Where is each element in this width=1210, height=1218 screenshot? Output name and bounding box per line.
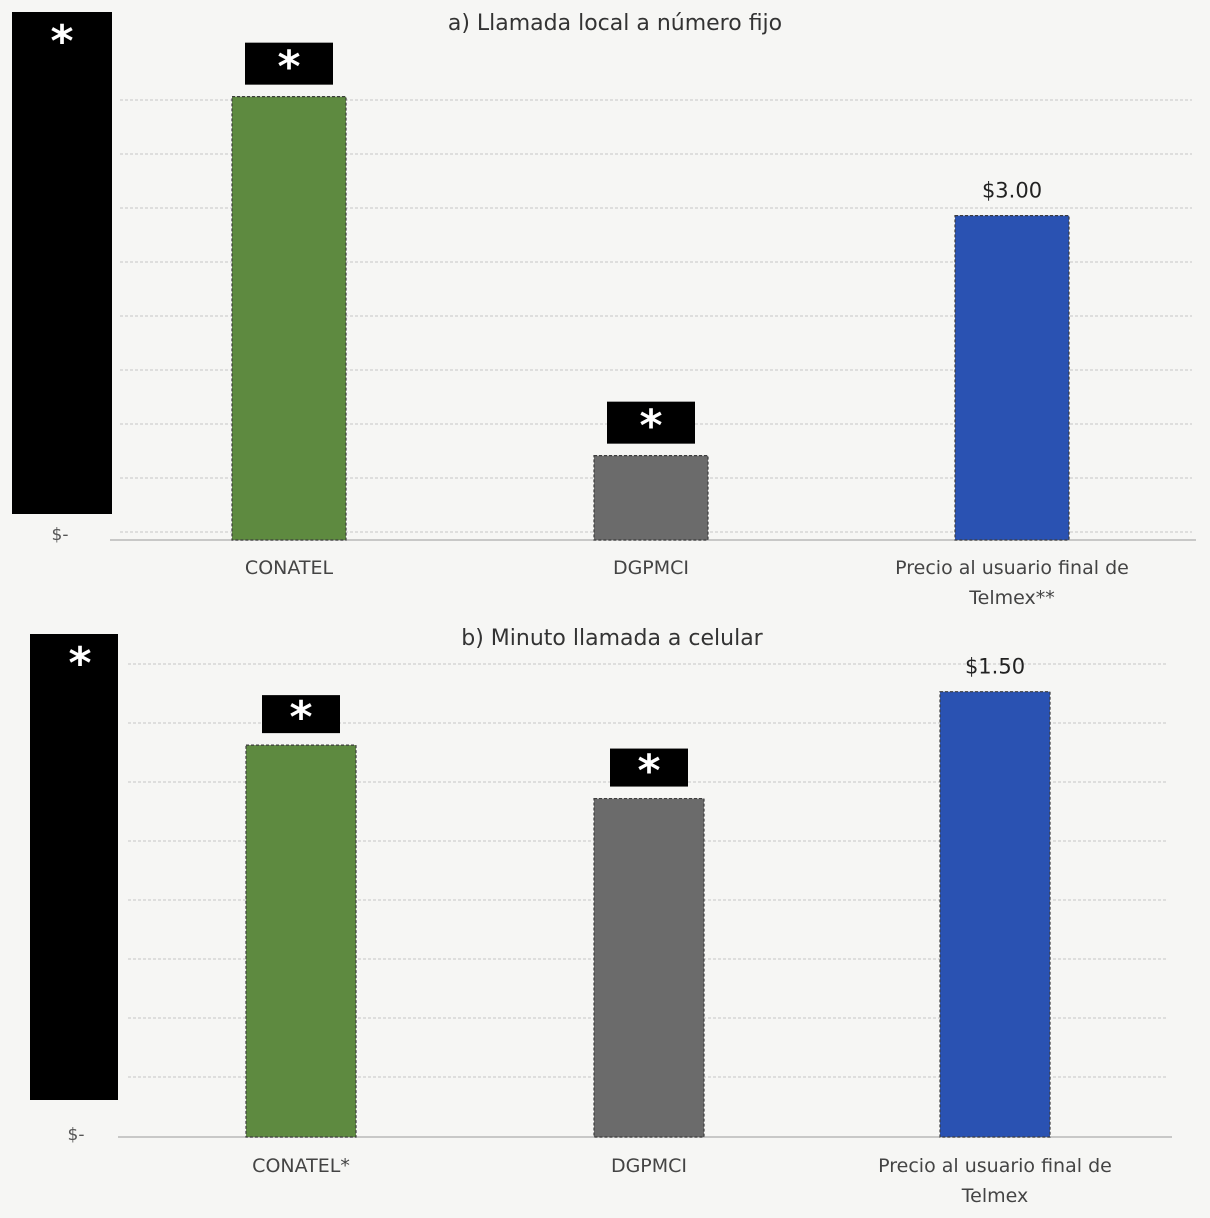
chart-b-data-label-redaction-2 [610, 748, 688, 787]
chart-a-bar-2 [593, 455, 709, 541]
chart-a-data-label-redaction-1 [245, 42, 333, 85]
chart-a-category-label-3: Precio al usuario final de Telmex** [895, 557, 1129, 609]
chart-b-y-tick-label: $- [68, 1125, 85, 1145]
chart-b-category-label-2: DGPMCI [611, 1155, 687, 1177]
chart-b-bar-2 [593, 797, 705, 1138]
chart-a-category-label-2: DGPMCI [613, 557, 689, 579]
chart-a-y-tick-label: $- [52, 525, 69, 545]
chart-b-y-axis-redaction-mark: * [68, 638, 91, 689]
chart-b-data-label-1: * [289, 692, 312, 743]
chart-b-title: b) Minuto llamada a celular [461, 626, 763, 651]
chart-a-data-label-redaction-2 [607, 401, 695, 444]
chart-a-bar-1 [231, 96, 347, 541]
chart-b-category-label-1: CONATEL* [252, 1155, 350, 1177]
chart-a-y-axis-redaction-mark: * [50, 16, 73, 67]
chart-b-y-axis-redaction [30, 634, 118, 1100]
chart-a-y-axis-redaction [12, 12, 112, 514]
chart-a-data-label-1: * [277, 42, 300, 93]
chart-b-data-label-redaction-1 [262, 695, 340, 734]
chart-a-category-label-1: CONATEL [245, 557, 334, 579]
chart-a-data-label-2: * [639, 401, 662, 452]
chart-b-bar-3 [939, 691, 1051, 1138]
chart-b-data-label-2: * [637, 746, 660, 797]
chart-a-data-label-3: $3.00 [982, 179, 1042, 203]
chart-b-data-label-3: $1.50 [965, 655, 1025, 679]
chart-b-bar-1 [245, 744, 357, 1138]
chart-a-bar-3 [954, 215, 1070, 541]
chart-b-category-label-3: Precio al usuario final de Telmex [878, 1155, 1112, 1207]
chart-a-title: a) Llamada local a número fijo [448, 11, 782, 36]
